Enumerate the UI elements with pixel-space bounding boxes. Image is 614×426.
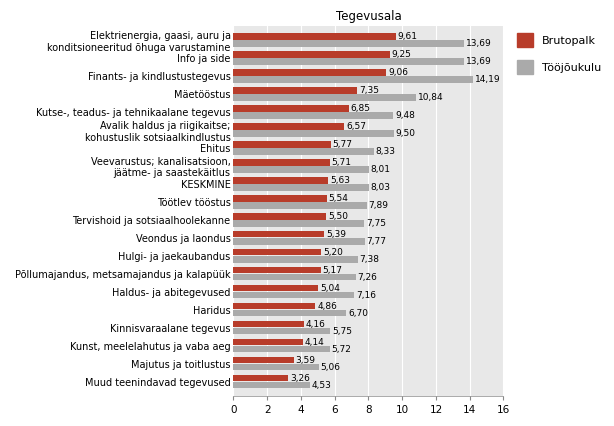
Bar	[233, 303, 316, 309]
Text: 4,53: 4,53	[311, 381, 332, 390]
Bar	[233, 202, 367, 209]
Bar	[233, 195, 327, 201]
Title: Tegevusala: Tegevusala	[335, 10, 402, 23]
Text: 3,26: 3,26	[290, 374, 310, 383]
Text: 5,50: 5,50	[328, 212, 348, 221]
Text: 13,69: 13,69	[466, 39, 492, 48]
Bar	[233, 184, 369, 190]
Bar	[233, 69, 386, 75]
Text: 7,38: 7,38	[360, 255, 379, 264]
Bar	[233, 285, 319, 291]
Text: 13,69: 13,69	[466, 57, 492, 66]
Text: 8,03: 8,03	[371, 183, 391, 192]
Text: 7,35: 7,35	[359, 86, 379, 95]
Bar	[233, 51, 389, 58]
Text: 5,20: 5,20	[323, 248, 343, 257]
Bar	[233, 123, 344, 130]
Text: 9,25: 9,25	[391, 50, 411, 59]
Bar	[233, 112, 394, 118]
Bar	[233, 382, 310, 389]
Text: 7,77: 7,77	[366, 237, 386, 246]
Bar	[233, 346, 330, 352]
Text: 9,50: 9,50	[395, 129, 416, 138]
Bar	[233, 87, 357, 94]
Text: 5,04: 5,04	[320, 284, 340, 293]
Text: 5,39: 5,39	[326, 230, 346, 239]
Bar	[233, 105, 349, 112]
Bar	[233, 141, 331, 147]
Bar	[233, 130, 394, 137]
Bar	[233, 357, 294, 363]
Text: 5,54: 5,54	[328, 194, 348, 203]
Text: 6,85: 6,85	[351, 104, 371, 113]
Bar	[233, 375, 289, 381]
Bar	[233, 321, 303, 328]
Bar	[233, 213, 326, 219]
Text: 8,33: 8,33	[376, 147, 395, 156]
Text: 5,06: 5,06	[321, 363, 340, 372]
Bar	[233, 159, 330, 166]
Bar	[233, 310, 346, 317]
Bar	[233, 328, 330, 334]
Text: 6,57: 6,57	[346, 122, 366, 131]
Bar	[233, 166, 368, 173]
Text: 5,63: 5,63	[330, 176, 350, 185]
Text: 10,84: 10,84	[418, 93, 444, 102]
Bar	[233, 148, 374, 155]
Text: 7,16: 7,16	[356, 291, 376, 300]
Text: 7,89: 7,89	[368, 201, 388, 210]
Text: 14,19: 14,19	[475, 75, 500, 84]
Bar	[233, 267, 321, 273]
Bar	[233, 40, 464, 46]
Bar	[233, 58, 464, 65]
Text: 9,48: 9,48	[395, 111, 415, 120]
Text: 9,61: 9,61	[397, 32, 418, 41]
Bar	[233, 238, 365, 245]
Bar	[233, 231, 324, 238]
Bar	[233, 33, 395, 40]
Bar	[233, 256, 358, 262]
Text: 7,75: 7,75	[366, 219, 386, 228]
Text: 7,26: 7,26	[357, 273, 378, 282]
Bar	[233, 339, 303, 345]
Bar	[233, 177, 328, 184]
Text: 5,71: 5,71	[332, 158, 351, 167]
Legend: Brutopalk, Tööjõukulu: Brutopalk, Tööjõukulu	[515, 31, 604, 76]
Text: 6,70: 6,70	[348, 309, 368, 318]
Text: 5,17: 5,17	[322, 266, 342, 275]
Text: 4,86: 4,86	[317, 302, 337, 311]
Bar	[233, 274, 356, 280]
Bar	[233, 76, 473, 83]
Bar	[233, 94, 416, 101]
Text: 5,75: 5,75	[332, 327, 352, 336]
Text: 4,14: 4,14	[305, 338, 325, 347]
Text: 5,77: 5,77	[332, 140, 352, 149]
Bar	[233, 292, 354, 299]
Text: 4,16: 4,16	[305, 320, 325, 329]
Text: 9,06: 9,06	[388, 68, 408, 77]
Bar	[233, 249, 321, 256]
Text: 5,72: 5,72	[332, 345, 351, 354]
Text: 8,01: 8,01	[370, 165, 391, 174]
Bar	[233, 364, 319, 371]
Bar	[233, 220, 364, 227]
Text: 3,59: 3,59	[295, 356, 316, 365]
